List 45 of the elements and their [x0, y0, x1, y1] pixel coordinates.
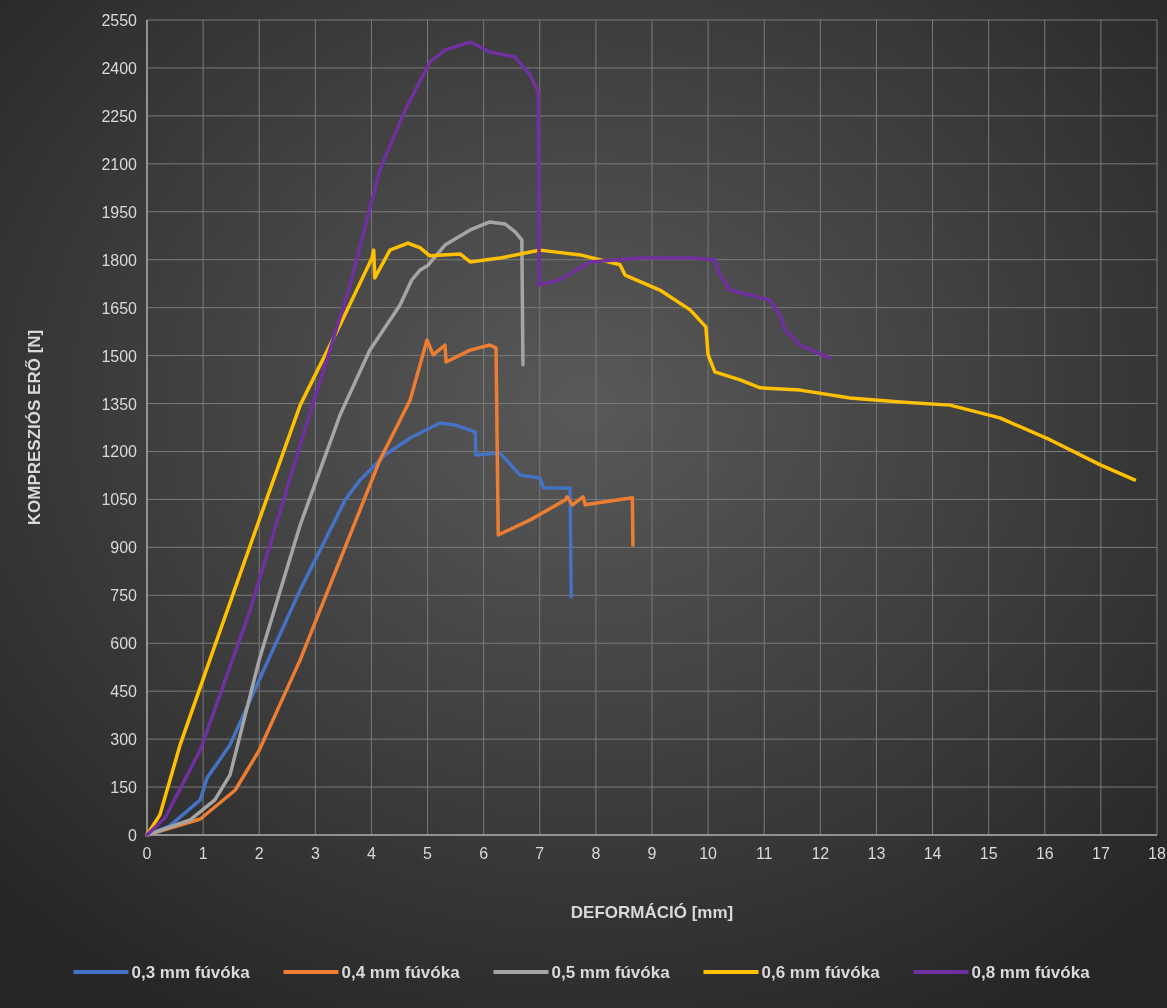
x-tick-label: 16: [1035, 845, 1054, 862]
y-tick-label: 300: [110, 731, 138, 749]
y-tick-label: 1200: [101, 443, 138, 461]
y-tick-label: 0: [128, 827, 138, 844]
legend-label: 0,3 mm fúvóka: [131, 963, 251, 982]
y-tick-label: 2250: [101, 107, 138, 125]
y-tick-label: 450: [110, 683, 138, 701]
y-tick-label: 150: [110, 779, 138, 797]
x-tick-label: 11: [755, 845, 773, 862]
x-tick-label: 6: [479, 845, 489, 862]
y-tick-label: 600: [110, 635, 138, 653]
y-axis-title: KOMPRESZIÓS ERŐ [N]: [25, 329, 44, 526]
x-tick-label: 7: [535, 845, 545, 862]
y-tick-label: 2400: [101, 59, 138, 77]
y-tick-label: 1950: [101, 203, 138, 221]
x-tick-label: 12: [811, 845, 830, 862]
x-tick-label: 14: [923, 845, 942, 862]
y-tick-label: 750: [110, 587, 138, 605]
x-tick-label: 1: [198, 845, 208, 862]
x-tick-label: 5: [423, 845, 433, 862]
y-tick-label: 1350: [101, 395, 138, 413]
y-tick-label: 2100: [101, 155, 138, 173]
x-tick-label: 10: [699, 845, 718, 862]
y-tick-label: 1800: [101, 251, 138, 269]
legend-label: 0,8 mm fúvóka: [971, 963, 1091, 982]
x-tick-label: 4: [366, 845, 376, 862]
legend-label: 0,6 mm fúvóka: [761, 963, 881, 982]
y-tick-label: 900: [110, 539, 138, 557]
x-tick-label: 13: [867, 845, 886, 862]
x-tick-label: 9: [647, 845, 657, 862]
legend-label: 0,5 mm fúvóka: [551, 963, 671, 982]
y-tick-label: 2550: [101, 12, 138, 29]
x-tick-label: 18: [1148, 845, 1166, 862]
legend-label: 0,4 mm fúvóka: [341, 963, 461, 982]
y-tick-label: 1500: [101, 347, 138, 365]
x-tick-label: 2: [254, 845, 264, 862]
x-axis-title: DEFORMÁCIÓ [mm]: [570, 903, 734, 922]
x-tick-label: 17: [1091, 845, 1110, 862]
y-tick-label: 1650: [101, 299, 138, 317]
x-tick-label: 3: [310, 845, 320, 862]
x-tick-label: 0: [142, 845, 152, 862]
y-tick-label: 1050: [101, 491, 138, 509]
x-tick-label: 8: [591, 845, 601, 862]
line-series: [145, 40, 832, 837]
x-tick-label: 15: [979, 845, 998, 862]
